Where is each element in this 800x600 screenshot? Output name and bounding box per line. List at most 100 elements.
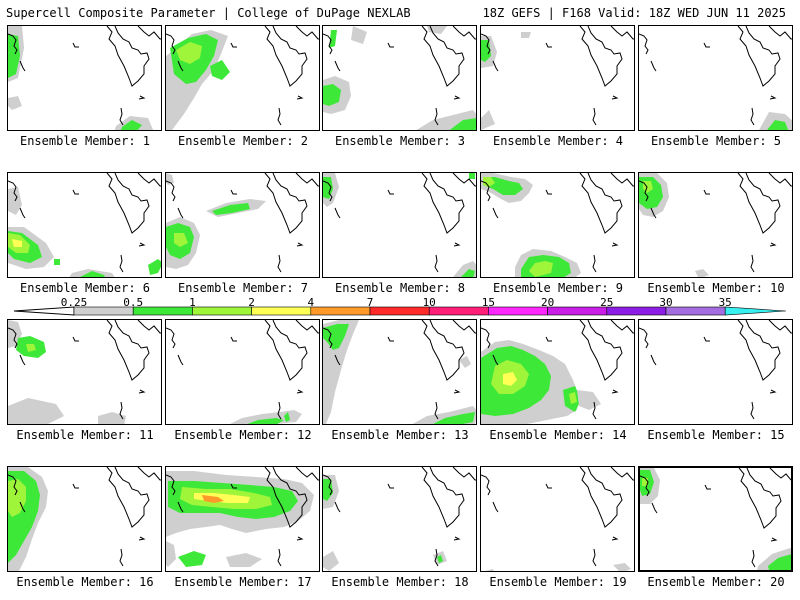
scp-contour-fill (449, 118, 476, 130)
ensemble-member-map-11[interactable] (7, 319, 162, 425)
scp-contour-fill (247, 418, 284, 424)
ensemble-member-map-17[interactable] (165, 466, 320, 572)
ensemble-member-map-20[interactable] (638, 466, 793, 572)
great-lakes-outline (492, 354, 499, 366)
ensemble-member-map-13[interactable] (322, 319, 477, 425)
great-lakes-outline (72, 336, 79, 342)
great-lakes-outline (452, 26, 476, 40)
scp-contour-map (166, 320, 319, 424)
ensemble-member-map-18[interactable] (322, 466, 477, 572)
ensemble-member-map-5[interactable] (638, 25, 793, 131)
great-lakes-outline (492, 60, 499, 72)
great-lakes-outline (492, 501, 499, 513)
great-lakes-outline (295, 173, 319, 187)
great-lakes-outline (230, 189, 237, 195)
color-scale-legend: 0.25 0.5 1 2 4 7 10 15 20 25 30 35 (13, 296, 787, 316)
great-lakes-outline (323, 327, 333, 349)
ensemble-member-map-4[interactable] (480, 25, 635, 131)
ensemble-member-map-1[interactable] (7, 25, 162, 131)
scp-contour-fill (351, 26, 367, 44)
ensemble-member-label-2: Ensemble Member: 2 (177, 134, 309, 148)
ensemble-member-label-17: Ensemble Member: 17 (174, 575, 312, 589)
great-lakes-outline (138, 389, 146, 394)
scp-contour-fill (8, 34, 20, 78)
scp-contour-fill (433, 412, 475, 424)
great-lakes-outline (453, 389, 461, 394)
colorbar-tick-label: 4 (307, 296, 314, 309)
ensemble-member-map-9[interactable] (480, 172, 635, 278)
ensemble-member-map-8[interactable] (322, 172, 477, 278)
ensemble-member-map-3[interactable] (322, 25, 477, 131)
scp-contour-fill (329, 30, 337, 48)
great-lakes-outline (769, 389, 777, 394)
scp-contour-fill (210, 60, 230, 80)
scp-contour-fill (80, 271, 105, 277)
ensemble-member-label-10: Ensemble Member: 10 (647, 281, 785, 295)
ensemble-member-map-7[interactable] (165, 172, 320, 278)
ensemble-member-map-15[interactable] (638, 319, 793, 425)
scp-contour-fill (26, 344, 36, 352)
scp-contour-map (481, 173, 634, 277)
ensemble-member-label-8: Ensemble Member: 8 (334, 281, 466, 295)
ensemble-member-map-10[interactable] (638, 172, 793, 278)
great-lakes-outline (334, 354, 341, 366)
great-lakes-outline (481, 474, 491, 496)
great-lakes-outline (492, 207, 499, 219)
ensemble-member-label-7: Ensemble Member: 7 (177, 281, 309, 295)
ensemble-member-map-19[interactable] (480, 466, 635, 572)
great-lakes-outline (770, 537, 778, 542)
ensemble-member-map-12[interactable] (165, 319, 320, 425)
ensemble-member-map-2[interactable] (165, 25, 320, 131)
scp-contour-map (481, 26, 634, 130)
great-lakes-outline (703, 189, 710, 195)
scp-contour-map (481, 467, 634, 571)
great-lakes-outline (704, 484, 711, 490)
scp-contour-fill (481, 110, 495, 130)
great-lakes-outline (277, 401, 282, 420)
great-lakes-outline (19, 354, 26, 366)
scp-contour-map (166, 173, 319, 273)
great-lakes-outline (453, 242, 461, 247)
ensemble-member-label-6: Ensemble Member: 6 (19, 281, 151, 295)
great-lakes-outline (452, 173, 476, 187)
scp-contour-fill (767, 120, 789, 130)
scp-contour-fill (166, 173, 174, 185)
great-lakes-outline (296, 242, 304, 247)
great-lakes-outline (277, 548, 282, 567)
colorbar-segment (428, 306, 489, 316)
valid-time-title: 18Z GEFS | F168 Valid: 18Z WED JUN 11 20… (482, 6, 786, 20)
colorbar-segment (665, 306, 726, 316)
great-lakes-outline (106, 320, 150, 381)
great-lakes-outline (610, 467, 634, 481)
scp-contour-fill (230, 410, 302, 424)
great-lakes-outline (387, 336, 394, 342)
ensemble-member-map-14[interactable] (480, 319, 635, 425)
great-lakes-outline (579, 320, 623, 381)
great-lakes-outline (230, 483, 237, 489)
scp-contour-map (8, 173, 161, 277)
ensemble-member-label-4: Ensemble Member: 4 (492, 134, 624, 148)
great-lakes-outline (768, 320, 792, 334)
ensemble-member-map-6[interactable] (7, 172, 162, 278)
scp-contour-map (8, 320, 161, 424)
great-lakes-outline (651, 502, 658, 514)
great-lakes-outline (592, 254, 597, 273)
ensemble-member-map-16[interactable] (7, 466, 162, 572)
ensemble-member-label-19: Ensemble Member: 19 (489, 575, 627, 589)
ensemble-member-label-16: Ensemble Member: 16 (16, 575, 154, 589)
scp-contour-map (640, 468, 791, 570)
ensemble-member-label-12: Ensemble Member: 12 (174, 428, 312, 442)
great-lakes-outline (452, 320, 476, 334)
great-lakes-outline (323, 180, 333, 202)
great-lakes-outline (639, 327, 649, 349)
great-lakes-outline (264, 467, 308, 528)
great-lakes-outline (106, 173, 150, 234)
great-lakes-outline (452, 467, 476, 481)
great-lakes-outline (592, 107, 597, 126)
great-lakes-outline (650, 60, 657, 72)
scp-contour-map (8, 26, 161, 130)
great-lakes-outline (138, 95, 146, 100)
great-lakes-outline (387, 42, 394, 48)
great-lakes-outline (334, 207, 341, 219)
great-lakes-outline (177, 354, 184, 366)
